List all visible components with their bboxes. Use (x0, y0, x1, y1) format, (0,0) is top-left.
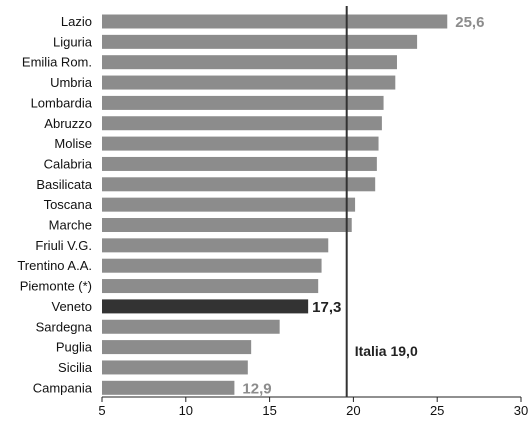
bar-basilicata (102, 177, 376, 192)
x-tick-label-25: 25 (430, 403, 444, 418)
bar-marche (102, 218, 352, 232)
category-label-marche: Marche (49, 218, 92, 233)
category-label-lombardia: Lombardia (31, 95, 93, 110)
category-label-emilia-rom: Emilia Rom. (22, 55, 92, 70)
bar-piemonte (102, 279, 319, 294)
category-label-puglia: Puglia (56, 340, 93, 355)
category-label-basilicata: Basilicata (36, 177, 92, 192)
category-label-molise: Molise (54, 136, 92, 151)
bar-umbria (102, 75, 396, 90)
bar-sicilia (102, 360, 248, 375)
category-label-calabria: Calabria (44, 156, 93, 171)
bar-puglia (102, 340, 252, 355)
bar-liguria (102, 34, 418, 49)
bar-sardegna (102, 319, 280, 334)
data-label-veneto: 17,3 (312, 299, 341, 316)
bar-friuli-v-g (102, 238, 329, 253)
bar-calabria (102, 156, 377, 171)
category-labels: Lazio Liguria Emilia Rom. Umbria Lombardia Ab… (17, 14, 484, 397)
category-label-piemonte: Piemonte (*) (20, 279, 92, 294)
category-label-abruzzo: Abruzzo (44, 116, 92, 131)
category-label-campania: Campania (33, 380, 93, 395)
x-tick-label-10: 10 (179, 403, 193, 418)
bar-veneto (102, 299, 309, 314)
bar-molise (102, 136, 379, 151)
x-tick-label-30: 30 (514, 403, 528, 418)
category-label-sicilia: Sicilia (58, 360, 93, 375)
bar-campania (102, 380, 235, 395)
category-label-toscana: Toscana (44, 197, 93, 212)
category-label-sardegna: Sardegna (36, 319, 93, 334)
x-axis: 5 10 15 20 25 30 (98, 396, 528, 418)
data-label-lazio: 25,6 (455, 14, 484, 31)
bar-lazio (102, 14, 448, 29)
reference-line-group: Italia 19,0 (345, 6, 418, 397)
category-label-trentino-a-a: Trentino A.A. (17, 258, 92, 273)
bar-toscana (102, 197, 356, 212)
bar-abruzzo (102, 116, 382, 131)
category-label-umbria: Umbria (50, 75, 93, 90)
x-tick-label-20: 20 (346, 403, 360, 418)
category-label-veneto: Veneto (52, 299, 93, 314)
data-label-campania: 12,9 (242, 380, 271, 397)
bars-layer (102, 14, 448, 395)
bar-trentino-a-a (102, 258, 322, 273)
category-label-lazio: Lazio (61, 14, 92, 29)
x-tick-label-15: 15 (262, 403, 276, 418)
category-label-liguria: Liguria (53, 34, 93, 49)
bar-lombardia (102, 95, 384, 110)
category-label-friuli-v-g: Friuli V.G. (35, 238, 92, 253)
bar-emilia-rom (102, 55, 397, 70)
reference-line-label: Italia 19,0 (355, 343, 418, 359)
x-tick-label-5: 5 (98, 403, 105, 418)
